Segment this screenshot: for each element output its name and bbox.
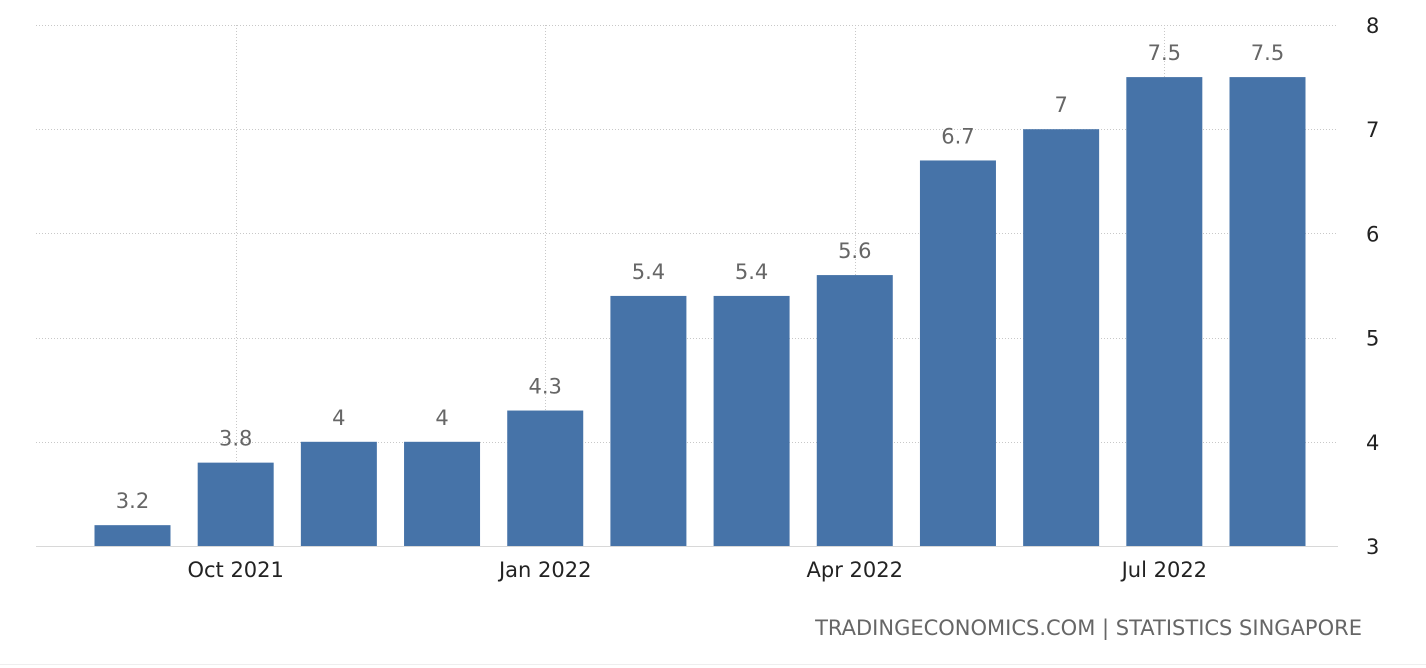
bar-layer xyxy=(94,77,1306,546)
bar-value-label: 3.2 xyxy=(116,489,149,513)
bar-value-label: 6.7 xyxy=(941,124,974,148)
bar[interactable] xyxy=(713,295,790,546)
bar[interactable] xyxy=(94,525,171,546)
x-tick-label: Oct 2021 xyxy=(187,558,283,582)
bar[interactable] xyxy=(919,160,996,546)
data-label-layer: 3.2 3.8 4 4 4.3 5.4 5.4 5.6 6.7 7 7.5 7.5 xyxy=(116,41,1284,513)
bar[interactable] xyxy=(300,441,377,546)
bar[interactable] xyxy=(1023,129,1100,546)
bar[interactable] xyxy=(1126,77,1203,546)
bar-value-label: 5.6 xyxy=(838,239,871,263)
bar-value-label: 4.3 xyxy=(529,375,562,399)
bar[interactable] xyxy=(404,441,481,546)
y-tick-label: 4 xyxy=(1366,431,1379,455)
bar-value-label: 7 xyxy=(1054,93,1067,117)
y-axis: 3 4 5 6 7 8 xyxy=(1366,14,1379,559)
x-tick-label: Jul 2022 xyxy=(1120,558,1207,582)
bottom-divider xyxy=(0,664,1426,665)
bar-value-label: 4 xyxy=(332,406,345,430)
y-tick-label: 3 xyxy=(1366,535,1379,559)
bar-value-label: 5.4 xyxy=(632,260,665,284)
bar[interactable] xyxy=(197,462,274,546)
bar-value-label: 7.5 xyxy=(1148,41,1181,65)
x-tick-label: Jan 2022 xyxy=(497,558,592,582)
bar-value-label: 7.5 xyxy=(1251,41,1284,65)
bar-value-label: 3.8 xyxy=(219,427,252,451)
y-tick-label: 6 xyxy=(1366,222,1379,246)
x-axis: Oct 2021 Jan 2022 Apr 2022 Jul 2022 xyxy=(187,558,1207,582)
bar[interactable] xyxy=(610,295,687,546)
y-tick-label: 5 xyxy=(1366,327,1379,351)
y-tick-label: 7 xyxy=(1366,118,1379,142)
x-tick-label: Apr 2022 xyxy=(807,558,903,582)
bar[interactable] xyxy=(1229,77,1306,546)
bar[interactable] xyxy=(507,410,584,546)
bar-value-label: 5.4 xyxy=(735,260,768,284)
bar[interactable] xyxy=(816,275,893,546)
grid-layer xyxy=(36,25,1338,547)
bar-value-label: 4 xyxy=(435,406,448,430)
source-attribution: TRADINGECONOMICS.COM | STATISTICS SINGAP… xyxy=(815,616,1362,640)
y-tick-label: 8 xyxy=(1366,14,1379,38)
